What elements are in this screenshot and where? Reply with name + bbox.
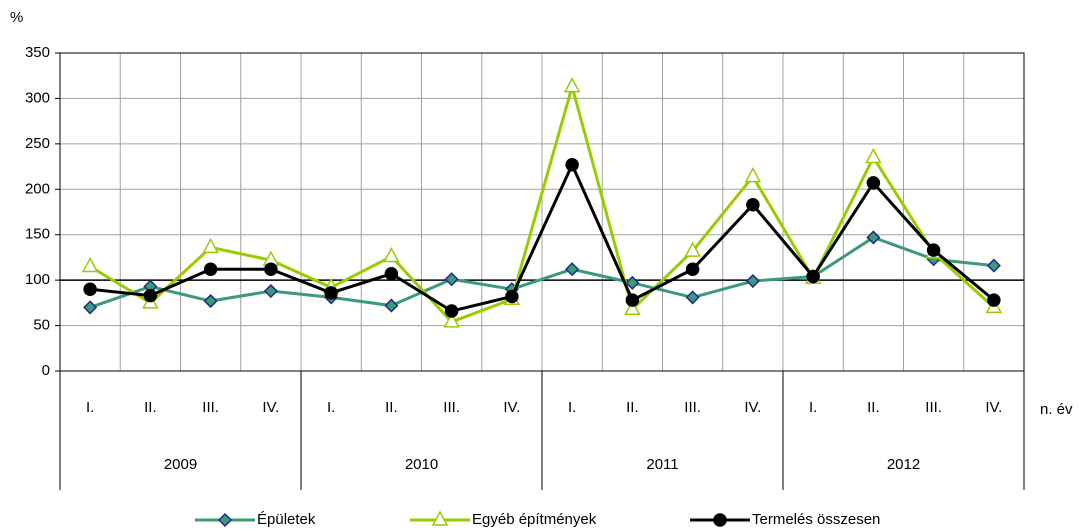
legend-label: Termelés összesen [752, 511, 880, 528]
marker [625, 275, 640, 290]
legend-label: Épületek [257, 511, 316, 528]
marker [565, 262, 580, 277]
legend-item: Termelés összesen [690, 511, 880, 528]
marker [383, 246, 400, 263]
legend-item: Egyéb építmények [410, 510, 597, 528]
marker [202, 237, 219, 254]
x-tick-label: IV. [503, 399, 520, 416]
x-axis-label: n. év [1040, 401, 1073, 418]
x-tick-label: II. [867, 399, 880, 416]
series-line [89, 161, 995, 313]
marker [563, 77, 581, 93]
x-tick-label: III. [202, 399, 219, 416]
y-tick-label: 350 [25, 44, 50, 61]
marker [744, 166, 762, 183]
marker [444, 304, 459, 318]
marker [806, 269, 820, 284]
marker [444, 272, 459, 287]
y-tick-label: 0 [42, 362, 50, 379]
marker [83, 282, 97, 296]
group-label: 2009 [164, 456, 197, 473]
marker [865, 147, 882, 164]
y-tick-label: 50 [33, 317, 50, 334]
marker [324, 286, 338, 300]
x-tick-label: I. [86, 399, 94, 416]
marker [565, 158, 579, 172]
marker [217, 512, 233, 528]
x-tick-label: IV. [744, 399, 761, 416]
marker [443, 312, 460, 328]
y-tick-label: 300 [25, 89, 50, 106]
marker [143, 288, 158, 303]
legend-label: Egyéb építmények [472, 511, 597, 528]
marker [384, 267, 399, 281]
marker [431, 510, 449, 526]
y-tick-label: 250 [25, 135, 50, 152]
marker [203, 262, 218, 276]
marker [713, 513, 727, 527]
marker [745, 273, 760, 289]
x-tick-label: III. [443, 399, 460, 416]
group-label: 2011 [646, 456, 678, 473]
marker [746, 197, 760, 212]
marker [203, 293, 218, 309]
x-tick-label: IV. [985, 399, 1002, 416]
x-tick-label: II. [144, 399, 157, 416]
marker [685, 290, 700, 305]
marker [926, 243, 941, 257]
marker [624, 299, 641, 315]
series-line [89, 235, 995, 309]
x-tick-label: I. [809, 399, 817, 416]
marker [264, 262, 278, 276]
marker [684, 241, 701, 257]
x-tick-label: III. [925, 399, 942, 416]
y-tick-label: 150 [25, 226, 50, 243]
x-tick-label: IV. [262, 399, 279, 416]
marker [505, 289, 519, 304]
marker [81, 256, 99, 273]
marker [83, 300, 98, 315]
x-tick-label: III. [684, 399, 701, 416]
marker [263, 283, 278, 299]
marker [866, 176, 881, 190]
marker [866, 230, 881, 245]
group-label: 2012 [887, 456, 920, 473]
series-line [89, 80, 995, 324]
x-tick-label: II. [626, 399, 639, 416]
x-tick-label: I. [568, 399, 576, 416]
marker [987, 293, 1001, 307]
y-tick-label: 200 [25, 180, 50, 197]
marker [625, 293, 640, 307]
marker [986, 258, 1001, 273]
x-tick-label: I. [327, 399, 335, 416]
marker [685, 262, 700, 276]
x-tick-label: II. [385, 399, 398, 416]
group-label: 2010 [405, 456, 438, 473]
y-unit: % [10, 9, 23, 26]
y-tick-label: 100 [25, 271, 50, 288]
legend-item: Épületek [195, 511, 316, 528]
marker [384, 298, 399, 313]
